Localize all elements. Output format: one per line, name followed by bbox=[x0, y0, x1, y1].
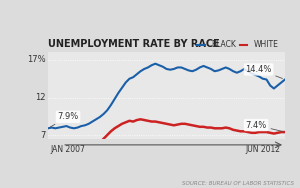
Text: 14.4%: 14.4% bbox=[245, 65, 282, 78]
Text: SOURCE: BUREAU OF LABOR STATISTICS: SOURCE: BUREAU OF LABOR STATISTICS bbox=[182, 181, 294, 186]
Text: JUN 2012: JUN 2012 bbox=[245, 145, 280, 154]
Text: 7: 7 bbox=[40, 131, 46, 139]
Text: 12: 12 bbox=[35, 93, 46, 102]
Legend: BLACK, WHITE: BLACK, WHITE bbox=[194, 37, 281, 52]
Text: 7.9%: 7.9% bbox=[50, 112, 79, 127]
Text: JAN 2007: JAN 2007 bbox=[50, 145, 85, 154]
Text: 4.2%: 4.2% bbox=[0, 187, 1, 188]
Text: UNEMPLOYMENT RATE BY RACE: UNEMPLOYMENT RATE BY RACE bbox=[48, 39, 220, 49]
Text: 7.4%: 7.4% bbox=[245, 121, 282, 131]
Text: 17%: 17% bbox=[27, 55, 46, 64]
